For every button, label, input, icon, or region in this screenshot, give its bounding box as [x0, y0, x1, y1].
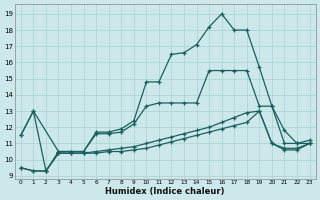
- X-axis label: Humidex (Indice chaleur): Humidex (Indice chaleur): [106, 187, 225, 196]
